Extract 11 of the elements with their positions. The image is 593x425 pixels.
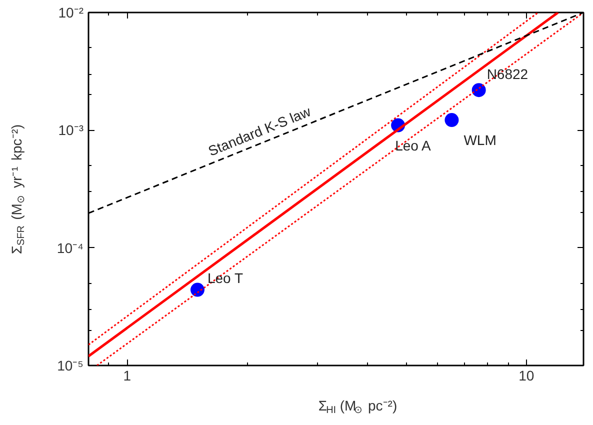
x-tick-label: 10 (518, 368, 534, 384)
y-tick-label: 10⁻² (58, 4, 84, 20)
annotation: Leo T (207, 270, 244, 286)
y-tick-label: 10⁻⁴ (56, 240, 84, 256)
annotation: WLM (464, 132, 496, 148)
y-axis-title: ΣSFR (M⊙ yr⁻¹ kpc⁻²) (8, 124, 27, 254)
y-tick-label: 10⁻³ (58, 122, 84, 138)
y-tick-label: 10⁻⁵ (57, 358, 84, 374)
x-tick-label: 1 (123, 368, 132, 384)
annotation: Leo A (395, 137, 432, 154)
annotation: N6822 (486, 66, 528, 82)
